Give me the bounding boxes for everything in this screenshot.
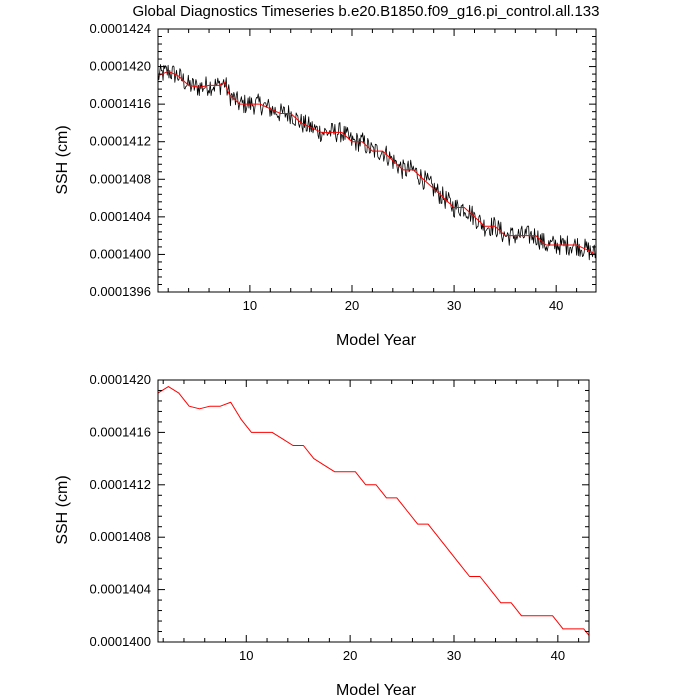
x-tick-label: 10 <box>239 648 253 663</box>
y-tick-label: 0.0001400 <box>90 634 151 649</box>
bottom-panel: Model Year SSH (cm) 10 20 30 40 0.0001400 0.0… <box>54 372 590 699</box>
x-tick-label: 30 <box>447 298 461 313</box>
x-tick-label: 40 <box>551 648 565 663</box>
bottom-y-axis-title: SSH (cm) <box>54 475 71 544</box>
series-monthly-line <box>157 64 597 261</box>
series-annual-line <box>157 70 597 255</box>
top-y-axis-title: SSH (cm) <box>54 125 71 194</box>
plot-frame <box>157 28 597 293</box>
y-tick-label: 0.0001424 <box>90 21 151 36</box>
y-tick-label: 0.0001416 <box>90 96 151 111</box>
bottom-x-axis-title: Model Year <box>336 682 417 699</box>
y-tick-label: 0.0001408 <box>90 529 151 544</box>
plot-frame <box>157 379 590 643</box>
x-tick-label: 20 <box>345 298 359 313</box>
y-tick-label: 0.0001404 <box>90 582 151 597</box>
y-tick-label: 0.0001412 <box>90 477 151 492</box>
y-tick-label: 0.0001408 <box>90 171 151 186</box>
y-tick-label: 0.0001412 <box>90 134 151 149</box>
top-x-axis-title: Model Year <box>336 332 417 349</box>
series-annual-line <box>157 386 590 636</box>
x-tick-label: 10 <box>243 298 257 313</box>
y-tick-label: 0.0001400 <box>90 246 151 261</box>
top-panel: Model Year SSH (cm) 10 20 30 40 0.0001396 0.0… <box>54 21 597 349</box>
y-tick-label: 0.0001404 <box>90 209 151 224</box>
y-tick-label: 0.0001420 <box>90 59 151 74</box>
x-tick-label: 20 <box>343 648 357 663</box>
chart-title: Global Diagnostics Timeseries b.e20.B185… <box>133 3 600 20</box>
x-tick-label: 40 <box>549 298 563 313</box>
y-tick-label: 0.0001396 <box>90 284 151 299</box>
x-tick-label: 30 <box>447 648 461 663</box>
y-tick-label: 0.0001420 <box>90 372 151 387</box>
y-tick-label: 0.0001416 <box>90 424 151 439</box>
